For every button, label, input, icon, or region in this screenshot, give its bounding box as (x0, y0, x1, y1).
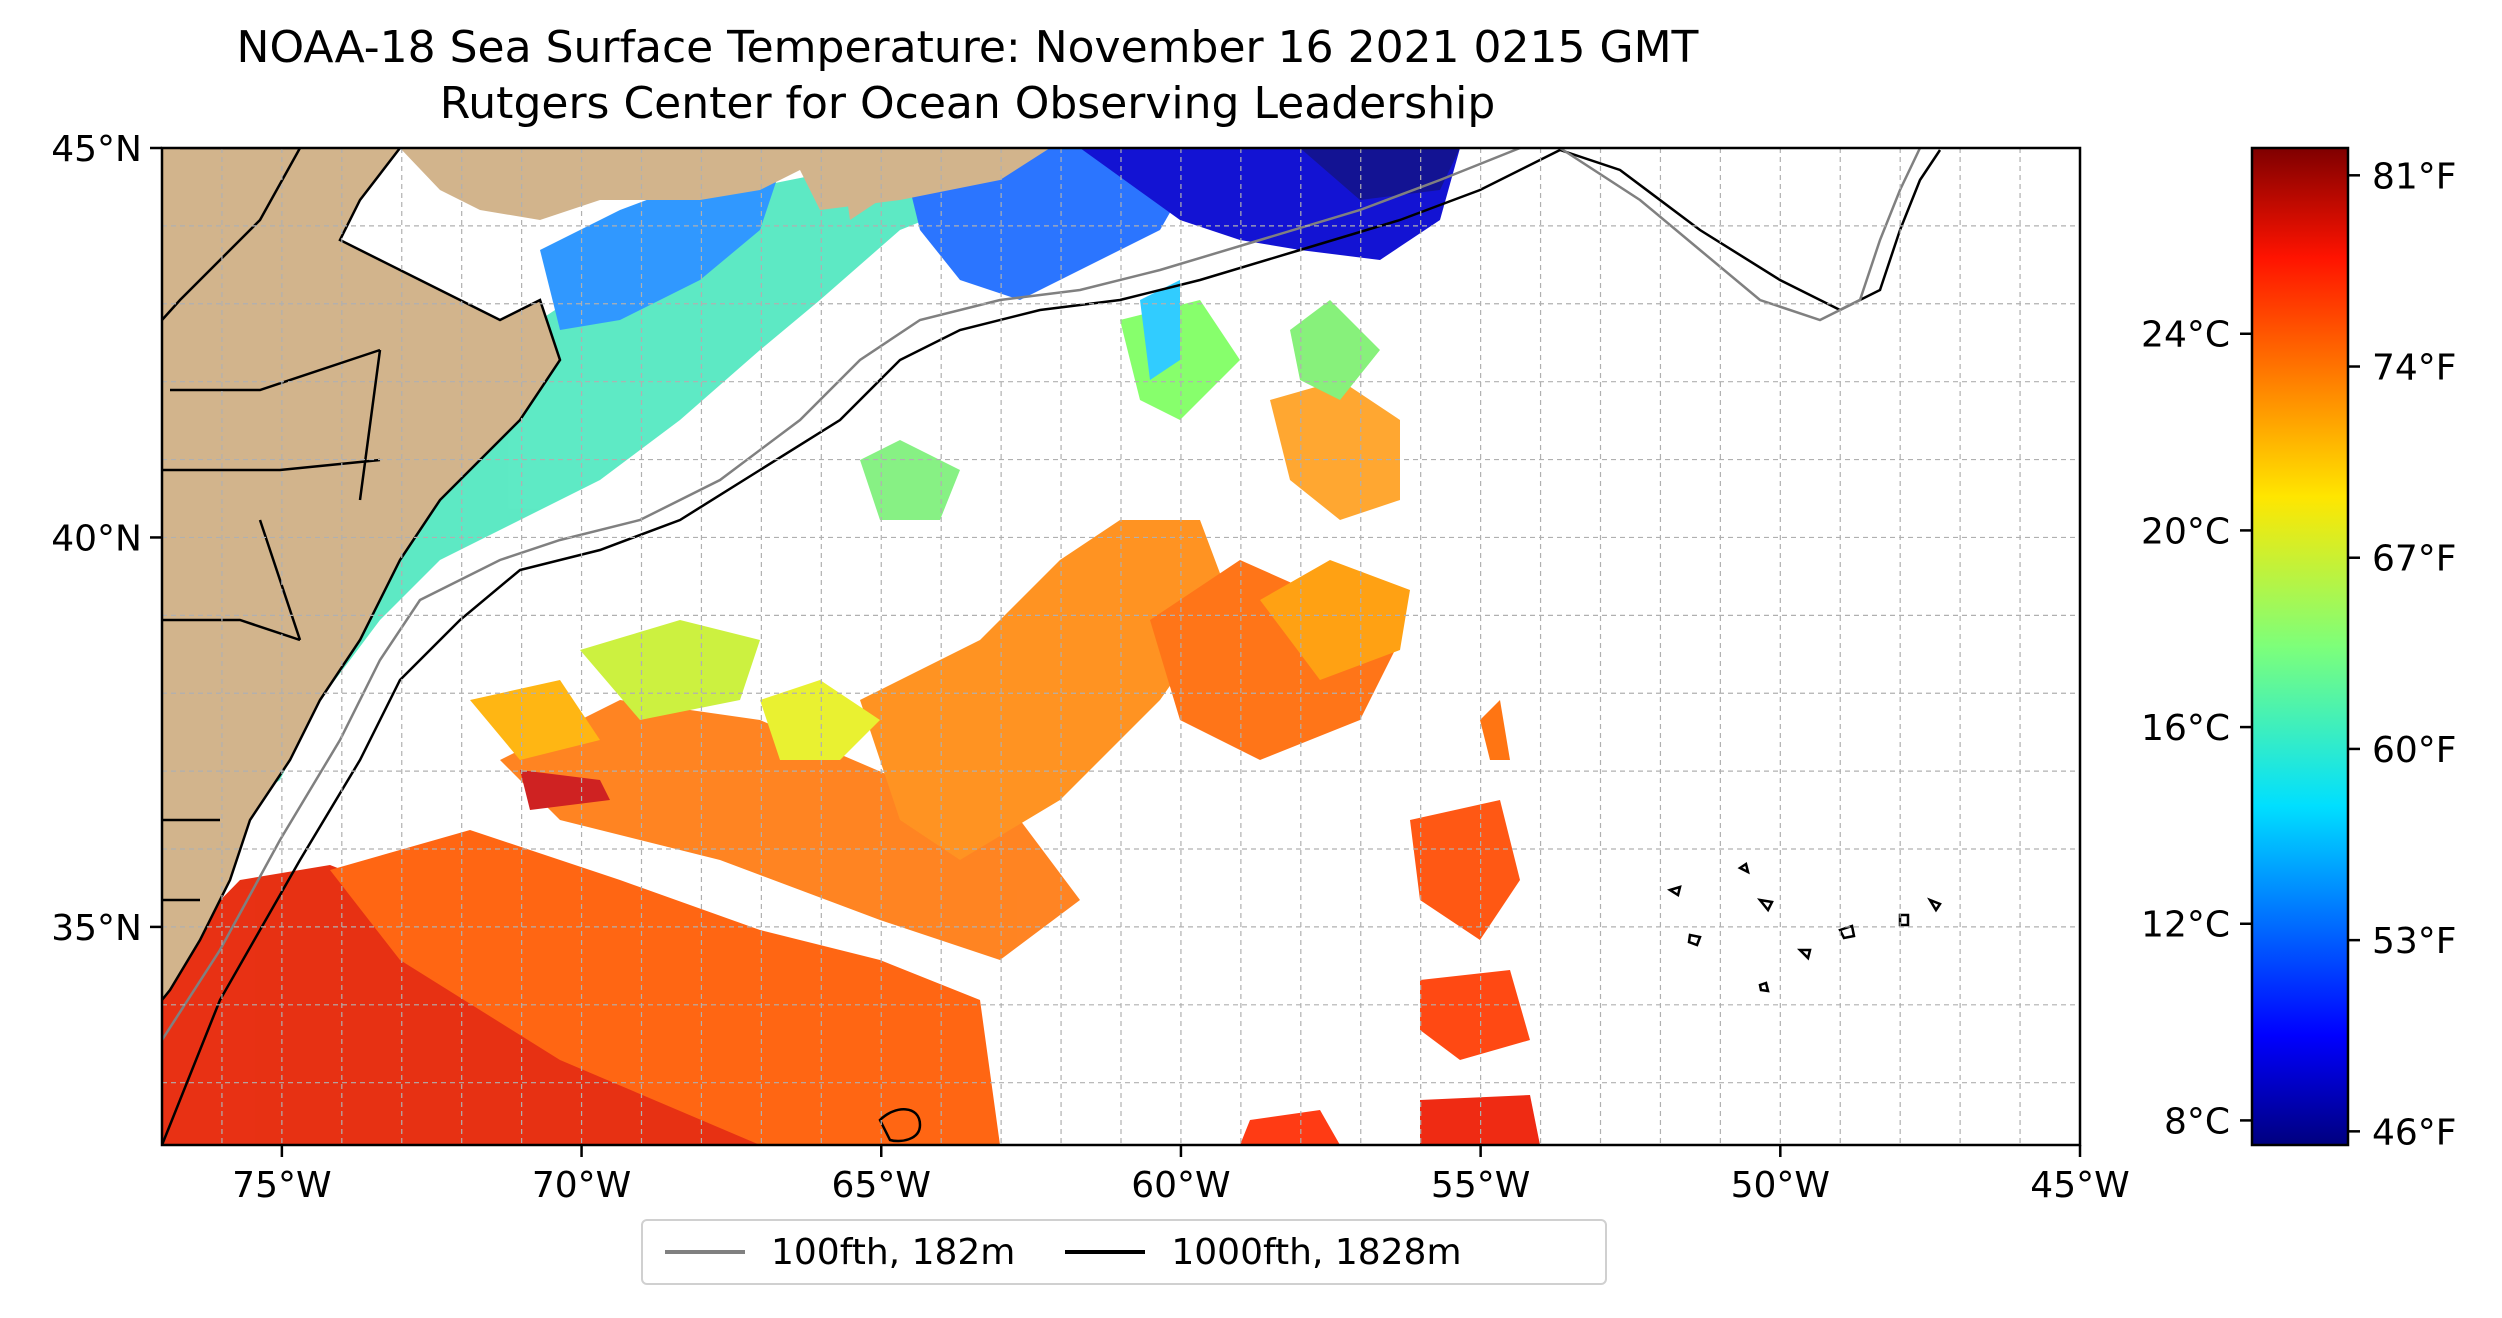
lon-tick-label: 75°W (232, 1165, 331, 1206)
map-title: NOAA-18 Sea Surface Temperature: Novembe… (236, 22, 1699, 73)
contour-100fth (162, 148, 1922, 1041)
lon-tick-label: 45°W (2030, 1165, 2129, 1206)
cbar-c-tick-label: 8°C (2164, 1101, 2230, 1142)
latitude-ticks: 45°N 40°N 35°N (51, 129, 162, 949)
legend-label-1000fth: 1000fth, 1828m (1171, 1231, 1462, 1273)
colorbar-fahrenheit-ticks: 81°F 74°F 67°F 60°F 53°F 46°F (2348, 156, 2457, 1153)
cbar-c-tick-label: 24°C (2141, 315, 2230, 356)
map-subtitle: Rutgers Center for Ocean Observing Leade… (439, 78, 1496, 129)
lat-tick-label: 35°N (51, 908, 142, 949)
legend-item-100fth: 100fth, 182m (665, 1232, 1015, 1273)
cbar-f-tick-label: 60°F (2372, 730, 2457, 771)
legend-label-100fth: 100fth, 182m (771, 1231, 1016, 1273)
cbar-f-tick-label: 81°F (2372, 156, 2457, 197)
cbar-f-tick-label: 46°F (2372, 1112, 2457, 1153)
cbar-f-tick-label: 53°F (2372, 921, 2457, 962)
contour-1000fth (162, 148, 1942, 1145)
longitude-ticks: 75°W 70°W 65°W 60°W 55°W 50°W 45°W (232, 1145, 2130, 1206)
cbar-c-tick-label: 20°C (2141, 511, 2230, 552)
lat-tick-label: 45°N (51, 129, 142, 170)
cbar-c-tick-label: 12°C (2141, 905, 2230, 946)
cbar-c-tick-label: 16°C (2141, 708, 2230, 749)
islands (878, 861, 1942, 1143)
colorbar-celsius-ticks: 24°C 20°C 16°C 12°C 8°C (2141, 315, 2252, 1142)
lon-tick-label: 50°W (1731, 1165, 1830, 1206)
cbar-f-tick-label: 67°F (2372, 539, 2457, 580)
lon-tick-label: 70°W (532, 1165, 631, 1206)
lat-tick-label: 40°N (51, 518, 142, 559)
legend-item-1000fth: 1000fth, 1828m (1065, 1231, 1462, 1273)
lon-tick-label: 55°W (1431, 1165, 1530, 1206)
lon-tick-label: 60°W (1131, 1165, 1230, 1206)
legend: 100fth, 182m 1000fth, 1828m (641, 1219, 1607, 1285)
sst-field (162, 148, 1540, 1145)
map-frame (160, 146, 2082, 1147)
legend-swatch-100fth (665, 1250, 745, 1254)
legend-swatch-1000fth (1065, 1250, 1146, 1254)
lon-tick-label: 65°W (832, 1165, 931, 1206)
cbar-f-tick-label: 74°F (2372, 348, 2457, 389)
colorbar (2250, 146, 2350, 1147)
land (162, 148, 1050, 1000)
